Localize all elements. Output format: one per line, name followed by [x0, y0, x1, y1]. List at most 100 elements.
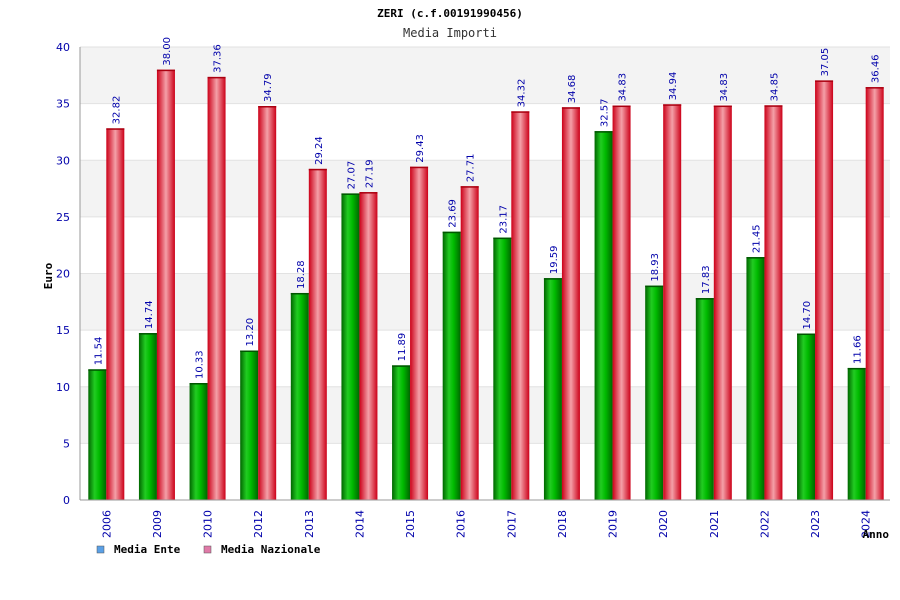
value-label-media-nazionale-2013: 29.24: [314, 136, 325, 165]
y-tick-label: 10: [56, 381, 70, 394]
value-label-media-ente-2012: 13.20: [245, 318, 256, 347]
legend-swatch-media-nazionale: [203, 545, 212, 554]
value-label-media-nazionale-2009: 38.00: [162, 37, 173, 66]
x-tick-label-2017: 2017: [505, 510, 518, 538]
bar-cap-media-ente-2009: [138, 333, 157, 335]
value-label-media-nazionale-2006: 32.82: [111, 96, 122, 125]
bar-media-ente-2006: [88, 369, 107, 500]
bar-cap-media-nazionale-2019: [612, 105, 631, 108]
chart-title: ZERI (c.f.00191990456): [377, 7, 523, 20]
bar-media-ente-2024: [847, 367, 866, 500]
value-label-media-ente-2016: 23.69: [448, 199, 459, 228]
bar-cap-media-ente-2016: [442, 231, 461, 234]
bar-cap-media-nazionale-2014: [359, 192, 378, 194]
bar-cap-media-nazionale-2018: [561, 107, 580, 109]
value-label-media-ente-2024: 11.66: [853, 335, 864, 364]
bar-media-ente-2016: [442, 231, 461, 500]
x-tick-label-2009: 2009: [151, 510, 164, 538]
x-tick-label-2020: 2020: [657, 510, 670, 538]
legend: Media Ente Media Nazionale: [96, 543, 321, 556]
bar-media-nazionale-2018: [561, 107, 580, 501]
y-tick-label: 20: [56, 268, 70, 281]
bar-media-nazionale-2020: [663, 104, 682, 500]
bar-media-nazionale-2013: [308, 168, 327, 500]
bar-cap-media-ente-2015: [392, 365, 411, 367]
value-label-media-nazionale-2021: 34.83: [719, 73, 730, 102]
bar-cap-media-nazionale-2013: [308, 168, 327, 171]
bar-cap-media-ente-2019: [594, 131, 613, 133]
bar-media-ente-2021: [695, 298, 714, 500]
x-tick-label-2019: 2019: [607, 510, 620, 538]
bars: [88, 69, 884, 501]
x-tick-label-2014: 2014: [353, 510, 366, 538]
y-tick-label: 15: [56, 324, 70, 337]
y-tick-label: 25: [56, 211, 70, 224]
x-tick-label-2006: 2006: [100, 510, 113, 538]
bar-cap-media-ente-2006: [88, 369, 107, 371]
bar-cap-media-ente-2017: [493, 237, 512, 240]
bar-cap-media-nazionale-2017: [511, 111, 530, 113]
x-tick-label-2023: 2023: [809, 510, 822, 538]
value-label-media-ente-2023: 14.70: [802, 301, 813, 330]
bar-media-nazionale-2019: [612, 105, 631, 501]
bar-media-nazionale-2006: [106, 128, 125, 500]
x-tick-label-2010: 2010: [202, 510, 215, 538]
bar-cap-media-nazionale-2010: [207, 76, 226, 79]
bar-media-nazionale-2022: [764, 105, 783, 500]
y-tick-label: 0: [63, 494, 70, 507]
bar-cap-media-nazionale-2016: [460, 186, 479, 188]
bar-cap-media-nazionale-2009: [156, 69, 175, 72]
x-tick-label-2012: 2012: [252, 510, 265, 538]
bar-cap-media-nazionale-2012: [258, 106, 277, 108]
legend-swatch-media-ente: [96, 545, 105, 554]
bar-media-ente-2018: [543, 278, 562, 500]
bar-cap-media-ente-2013: [290, 292, 309, 295]
bar-media-nazionale-2017: [511, 111, 530, 501]
bar-cap-media-nazionale-2020: [663, 104, 682, 106]
legend-label-media-nazionale: Media Nazionale: [221, 543, 321, 556]
value-label-media-ente-2021: 17.83: [701, 265, 712, 294]
bar-cap-media-nazionale-2022: [764, 105, 783, 107]
bar-media-ente-2012: [240, 350, 259, 500]
value-labels: 11.54 32.82 14.74 38.00 10.33 37.36 13.20 34.79…: [93, 37, 881, 379]
chart-subtitle: Media Importi: [403, 26, 497, 40]
x-tick-label-2016: 2016: [455, 510, 468, 538]
bar-cap-media-ente-2014: [341, 193, 360, 195]
bar-media-ente-2009: [138, 333, 157, 500]
bar-media-ente-2013: [290, 292, 309, 500]
bar-cap-media-nazionale-2006: [106, 128, 125, 130]
legend-label-media-ente: Media Ente: [114, 543, 181, 556]
bar-cap-media-nazionale-2024: [865, 87, 884, 89]
y-tick-label: 5: [63, 437, 70, 450]
x-tick-label-2013: 2013: [303, 510, 316, 538]
value-label-media-ente-2019: 32.57: [600, 99, 611, 128]
bar-cap-media-ente-2018: [543, 278, 562, 280]
bar-cap-media-nazionale-2021: [713, 105, 732, 108]
value-label-media-ente-2010: 10.33: [195, 350, 206, 379]
bar-media-nazionale-2021: [713, 105, 732, 501]
bar-cap-media-ente-2024: [847, 367, 866, 370]
y-tick-label: 40: [56, 41, 70, 54]
value-label-media-ente-2013: 18.28: [296, 260, 307, 289]
value-label-media-nazionale-2019: 34.83: [618, 73, 629, 102]
value-label-media-ente-2006: 11.54: [93, 337, 104, 366]
value-label-media-ente-2020: 18.93: [650, 253, 661, 282]
bar-cap-media-ente-2023: [797, 333, 816, 336]
value-label-media-nazionale-2017: 34.32: [516, 79, 527, 108]
bar-media-ente-2014: [341, 193, 360, 500]
value-label-media-ente-2015: 11.89: [397, 333, 408, 362]
bar-media-ente-2022: [746, 257, 765, 500]
bar-media-ente-2020: [645, 285, 664, 500]
bar-cap-media-ente-2010: [189, 383, 208, 385]
bar-cap-media-ente-2020: [645, 285, 664, 288]
value-label-media-nazionale-2012: 34.79: [263, 73, 274, 102]
y-axis-label: Euro: [42, 262, 55, 289]
bar-media-ente-2010: [189, 383, 208, 500]
x-tick-label-2018: 2018: [556, 510, 569, 538]
bar-media-nazionale-2009: [156, 69, 175, 501]
value-label-media-nazionale-2022: 34.85: [769, 73, 780, 102]
bar-media-nazionale-2024: [865, 87, 884, 500]
x-tick-label-2022: 2022: [758, 510, 771, 538]
x-tick-label-2024: 2024: [860, 510, 873, 538]
bar-media-ente-2023: [797, 333, 816, 500]
